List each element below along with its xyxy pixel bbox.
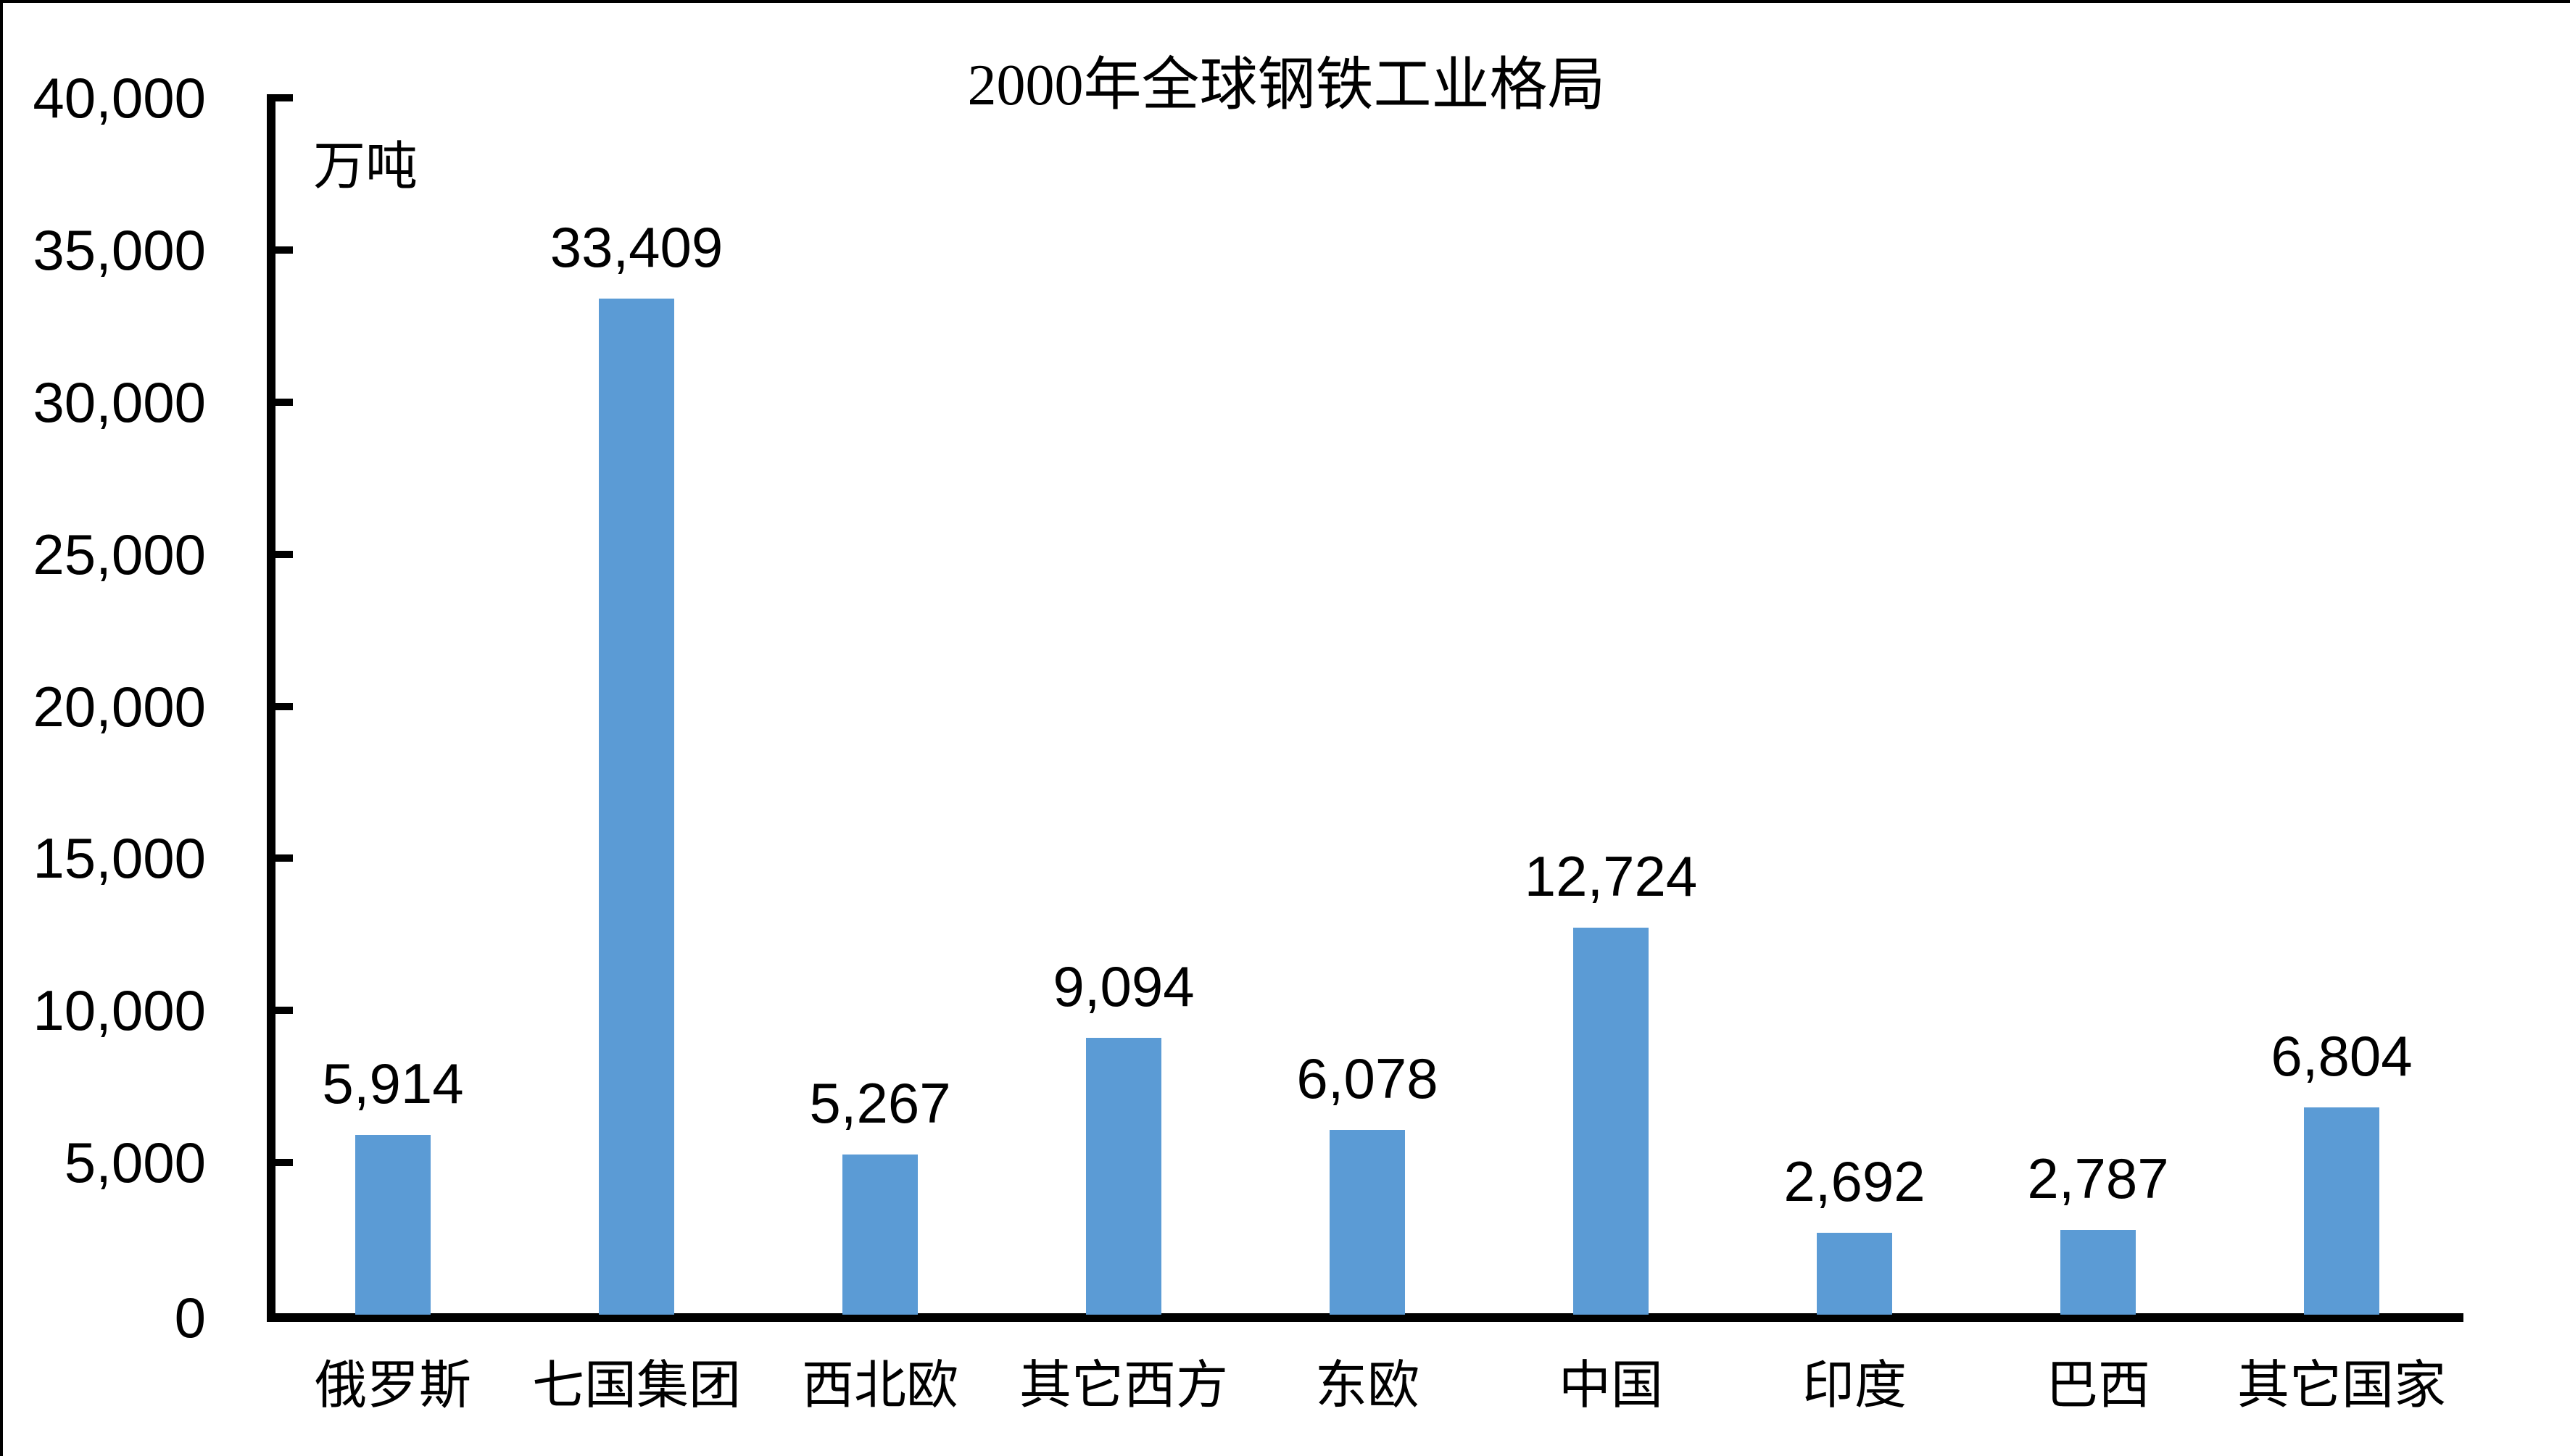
y-tick-label-4: 20,000 — [33, 674, 206, 739]
chart-title: 2000年全球钢铁工业格局 — [967, 54, 1606, 117]
category-label-2: 西北欧 — [801, 1357, 958, 1415]
y-axis-unit-label: 万吨 — [313, 138, 418, 196]
data-label-6: 2,692 — [1783, 1149, 1926, 1213]
y-tick-label-6: 30,000 — [33, 370, 206, 434]
x-axis-line — [267, 1313, 2463, 1322]
y-tick-4 — [274, 702, 293, 710]
bar-3 — [1086, 1038, 1161, 1315]
y-tick-2 — [274, 1007, 293, 1015]
bar-4 — [1330, 1130, 1405, 1315]
data-label-1: 33,409 — [550, 215, 724, 279]
data-label-0: 5,914 — [322, 1052, 464, 1115]
y-tick-5 — [274, 550, 293, 558]
bar-6 — [1817, 1233, 1892, 1315]
y-tick-3 — [274, 854, 293, 862]
y-tick-1 — [274, 1159, 293, 1167]
data-label-8: 6,804 — [2271, 1024, 2413, 1088]
data-label-5: 12,724 — [1524, 844, 1698, 908]
y-axis-line — [267, 94, 275, 1322]
y-tick-6 — [274, 398, 293, 406]
y-tick-label-7: 35,000 — [33, 217, 206, 282]
category-label-0: 俄罗斯 — [314, 1357, 471, 1415]
category-label-4: 东欧 — [1314, 1357, 1419, 1415]
y-tick-8 — [274, 94, 293, 101]
y-tick-label-3: 15,000 — [33, 826, 206, 891]
bar-0 — [355, 1135, 431, 1315]
bar-7 — [2060, 1230, 2136, 1315]
y-tick-label-2: 10,000 — [33, 978, 206, 1043]
bar-2 — [842, 1155, 918, 1315]
category-label-6: 印度 — [1802, 1357, 1907, 1415]
data-label-2: 5,267 — [809, 1071, 951, 1135]
data-label-3: 9,094 — [1053, 954, 1195, 1018]
category-label-8: 其它国家 — [2237, 1357, 2446, 1415]
category-label-1: 七国集团 — [531, 1357, 741, 1415]
category-label-5: 中国 — [1558, 1357, 1663, 1415]
data-label-7: 2,787 — [2027, 1147, 2169, 1210]
y-tick-label-0: 0 — [174, 1286, 206, 1349]
y-tick-7 — [274, 246, 293, 254]
bar-8 — [2304, 1107, 2379, 1315]
bar-5 — [1573, 928, 1649, 1315]
y-tick-label-5: 25,000 — [33, 522, 206, 586]
data-label-4: 6,078 — [1296, 1047, 1438, 1110]
y-tick-label-1: 5,000 — [64, 1131, 206, 1195]
category-label-3: 其它西方 — [1019, 1357, 1228, 1415]
category-label-7: 巴西 — [2045, 1357, 2150, 1415]
y-tick-label-8: 40,000 — [33, 66, 206, 130]
bar-1 — [599, 299, 674, 1315]
